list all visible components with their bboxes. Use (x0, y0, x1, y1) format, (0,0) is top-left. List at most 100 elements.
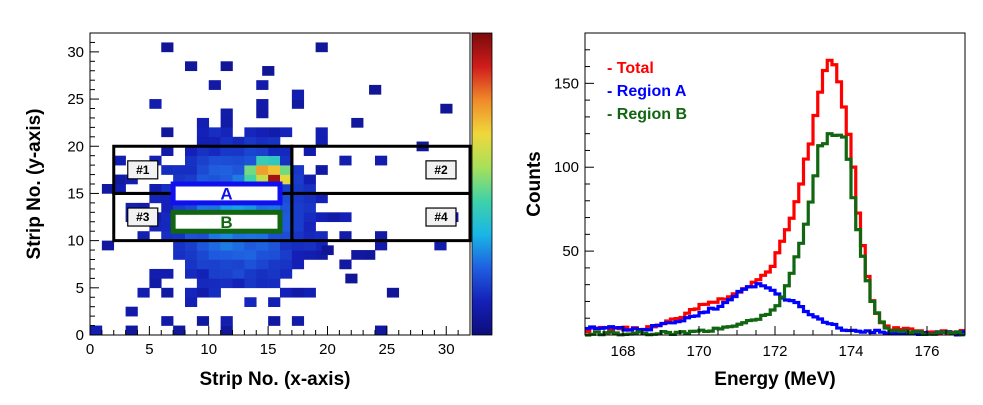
x-tick-label: 170 (686, 343, 711, 360)
heatmap-cell (232, 278, 245, 289)
heatmap-cell (220, 155, 233, 166)
heatmap-cell (303, 184, 316, 194)
heatmap-cell (291, 212, 305, 223)
heatmap-cell (291, 165, 305, 175)
y-tick-label: 10 (67, 233, 84, 250)
heatmap-cell (280, 212, 293, 223)
heatmap-cell (375, 325, 388, 336)
heatmap-cell (220, 268, 233, 279)
y-tick-label: 100 (554, 159, 579, 176)
heatmap-cell (196, 259, 210, 270)
region-boxes: #1 #2 #3 #4 AB (112, 144, 472, 243)
heatmap-cell (185, 174, 198, 185)
heatmap-cell (161, 268, 174, 279)
heatmap-cell (232, 250, 245, 260)
heatmap-cell (280, 287, 293, 298)
heatmap-cell (185, 155, 198, 166)
heatmap-cell (291, 221, 305, 232)
heatmap-cell (244, 278, 257, 289)
heatmap-cell (185, 202, 198, 213)
heatmap-cell (137, 287, 150, 298)
heatmap-cell (161, 221, 174, 232)
heatmap-cell (220, 240, 233, 251)
heatmap-cell (125, 325, 138, 336)
heatmap-cell (161, 193, 174, 204)
heatmap-cell (244, 174, 257, 185)
heatmap-cell (161, 231, 174, 241)
heatmap-cell (256, 250, 269, 260)
heatmap-cell (268, 231, 281, 241)
heatmap-cell (220, 250, 233, 260)
heatmap-cell (220, 202, 233, 213)
series-line (585, 132, 965, 337)
heatmap-cell (161, 184, 174, 194)
heatmap-cell (161, 212, 174, 223)
heatmap-cell (244, 268, 257, 279)
heatmap-cell (280, 240, 293, 251)
heatmap-ylabel: Strip No. (y-axis) (24, 109, 45, 260)
heatmap-cell (315, 136, 328, 147)
heatmap-cell (208, 146, 221, 156)
heatmap-cell (149, 184, 162, 194)
y-tick-label: 150 (554, 75, 579, 92)
heatmap-cell (315, 231, 328, 241)
region-label: #2 (434, 163, 448, 177)
heatmap-cell (244, 297, 257, 307)
spectrum-ticks: 168 170 172 174 176 50 100 150 (554, 32, 966, 360)
heatmap-cell (268, 202, 281, 213)
heatmap-cell (232, 231, 245, 241)
heatmap-cell (291, 193, 305, 204)
series-line (585, 282, 965, 337)
heatmap-cell (161, 287, 174, 298)
heatmap-cell (196, 287, 210, 298)
region-label: #3 (136, 210, 150, 224)
heatmap-cell (303, 240, 316, 251)
heatmap-cell (303, 193, 316, 204)
heatmap-xlabel: Strip No. (x-axis) (200, 369, 351, 390)
legend-entry: - Region B (607, 106, 687, 123)
heatmap-cell (208, 231, 221, 241)
heatmap-ticks: 0 5 10 15 20 25 30 0 5 10 15 20 25 30 (67, 32, 471, 358)
heatmap-cell (196, 231, 210, 241)
heatmap-cell (291, 287, 305, 298)
heatmap-cell (185, 297, 198, 307)
heatmap-cell (185, 61, 198, 72)
heatmap-cell (220, 146, 233, 156)
heatmap-cell (280, 165, 293, 175)
heatmap-cell (244, 259, 257, 270)
heatmap-cell (232, 165, 245, 175)
heatmap-cell (339, 231, 352, 241)
heatmap-cell (196, 316, 210, 326)
heatmap-cell (232, 240, 245, 251)
x-tick-label: 174 (838, 343, 863, 360)
heatmap-cell (220, 259, 233, 270)
heatmap-cell (101, 240, 115, 251)
heatmap-cell (113, 174, 126, 185)
heatmap-cell (268, 127, 281, 138)
heatmap-cell (369, 84, 382, 95)
legend-entry: - Total (607, 60, 654, 77)
heatmap-cell (185, 268, 198, 279)
heatmap-cell (161, 316, 174, 326)
heatmap-cell (268, 136, 281, 147)
heatmap-cell (363, 250, 376, 260)
heatmap-cell (280, 127, 293, 138)
heatmap-cell (173, 325, 186, 336)
series-line (585, 58, 965, 335)
heatmap-cell (315, 212, 328, 223)
heatmap-cell (280, 231, 293, 241)
heatmap-cell (327, 212, 340, 223)
heatmap-cell (256, 108, 269, 119)
heatmap-cell (196, 155, 210, 166)
heatmap-cell (244, 202, 257, 213)
heatmap-cell (173, 165, 186, 175)
heatmap-cell (161, 127, 174, 138)
heatmap-cell (149, 99, 162, 109)
region-label-box (127, 160, 159, 180)
heatmap-cell (303, 202, 316, 213)
heatmap-cell (113, 184, 126, 194)
heatmap-cell (291, 316, 305, 326)
gate-box (170, 181, 283, 206)
heatmap-cell (208, 278, 221, 289)
heatmap-cell (315, 193, 328, 204)
